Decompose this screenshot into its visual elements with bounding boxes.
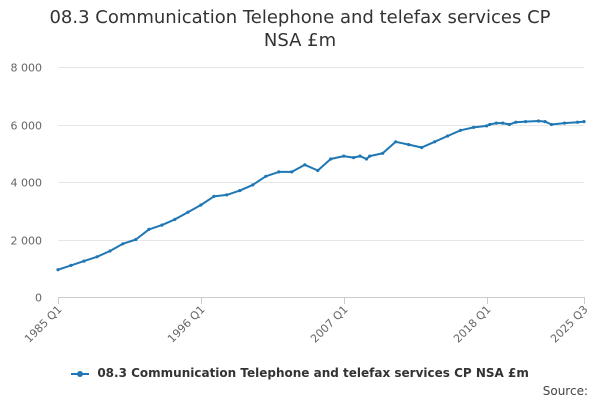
data-point[interactable] [329,157,333,161]
data-point[interactable] [173,217,177,221]
legend-swatch [71,369,90,379]
data-point[interactable] [433,140,437,144]
data-point[interactable] [225,193,229,197]
series-line[interactable] [57,120,585,271]
data-point[interactable] [446,134,450,138]
legend-label: 08.3 Communication Telephone and telefax… [97,366,529,380]
data-point[interactable] [582,120,586,124]
data-point[interactable] [186,210,190,214]
x-tick-label: 2018 Q1 [451,303,494,346]
data-point[interactable] [358,154,362,158]
x-tick-label: 2007 Q1 [308,303,351,346]
data-point[interactable] [251,183,255,187]
chart-title: 08.3 Communication Telephone and telefax… [0,6,600,52]
data-point[interactable] [342,154,346,158]
data-point[interactable] [549,122,554,127]
data-point[interactable] [381,151,385,155]
data-point[interactable] [264,174,268,178]
data-point[interactable] [543,120,547,124]
data-point[interactable] [134,237,138,242]
data-point[interactable] [364,157,369,161]
data-point[interactable] [277,170,281,174]
data-point[interactable] [459,128,463,132]
data-point[interactable] [368,154,372,158]
data-point[interactable] [199,203,203,207]
data-point[interactable] [536,119,541,123]
data-point[interactable] [472,125,476,129]
legend[interactable]: 08.3 Communication Telephone and telefax… [0,366,600,380]
data-point[interactable] [394,140,398,144]
data-point[interactable] [238,189,242,193]
y-tick-label: 6 000 [11,120,43,133]
y-tick-label: 4 000 [11,177,43,190]
data-point[interactable] [524,120,528,124]
data-point[interactable] [82,259,86,263]
chart-title-line-1: 08.3 Communication Telephone and telefax… [49,7,551,28]
source-label: Source: [542,384,588,398]
data-point[interactable] [575,120,580,124]
y-axis-tick-labels: 0 2 000 4 000 6 000 8 000 [11,62,43,305]
x-tick-label: 2025 Q3 [548,303,591,346]
x-tick-label: 1996 Q1 [165,303,208,346]
data-point[interactable] [212,194,216,198]
data-point[interactable] [562,121,567,125]
y-tick-label: 2 000 [11,235,43,248]
data-point[interactable] [95,255,99,259]
data-point[interactable] [69,263,73,267]
data-point[interactable] [507,122,511,127]
chart-title-line-2: NSA £m [263,30,337,51]
data-point[interactable] [420,145,424,150]
data-point[interactable] [501,121,505,125]
data-point[interactable] [494,121,498,125]
data-point[interactable] [485,124,489,128]
data-point[interactable] [407,143,411,147]
data-point[interactable] [108,249,112,253]
data-point[interactable] [488,122,492,127]
x-axis-ticks: 1985 Q1 1996 Q1 2007 Q1 2018 Q1 2025 Q3 [22,297,591,345]
grid-lines [58,67,584,241]
data-point[interactable] [147,227,151,231]
data-point[interactable] [56,268,60,272]
data-point[interactable] [351,156,356,160]
series-layer [56,119,586,272]
data-point[interactable] [316,168,320,173]
data-point[interactable] [290,170,294,174]
y-tick-label: 0 [35,292,42,305]
data-point[interactable] [160,223,164,227]
data-point[interactable] [303,163,307,167]
data-point[interactable] [121,242,125,246]
data-point[interactable] [514,120,518,124]
x-tick-label: 1985 Q1 [22,303,65,346]
y-tick-label: 8 000 [11,62,43,75]
